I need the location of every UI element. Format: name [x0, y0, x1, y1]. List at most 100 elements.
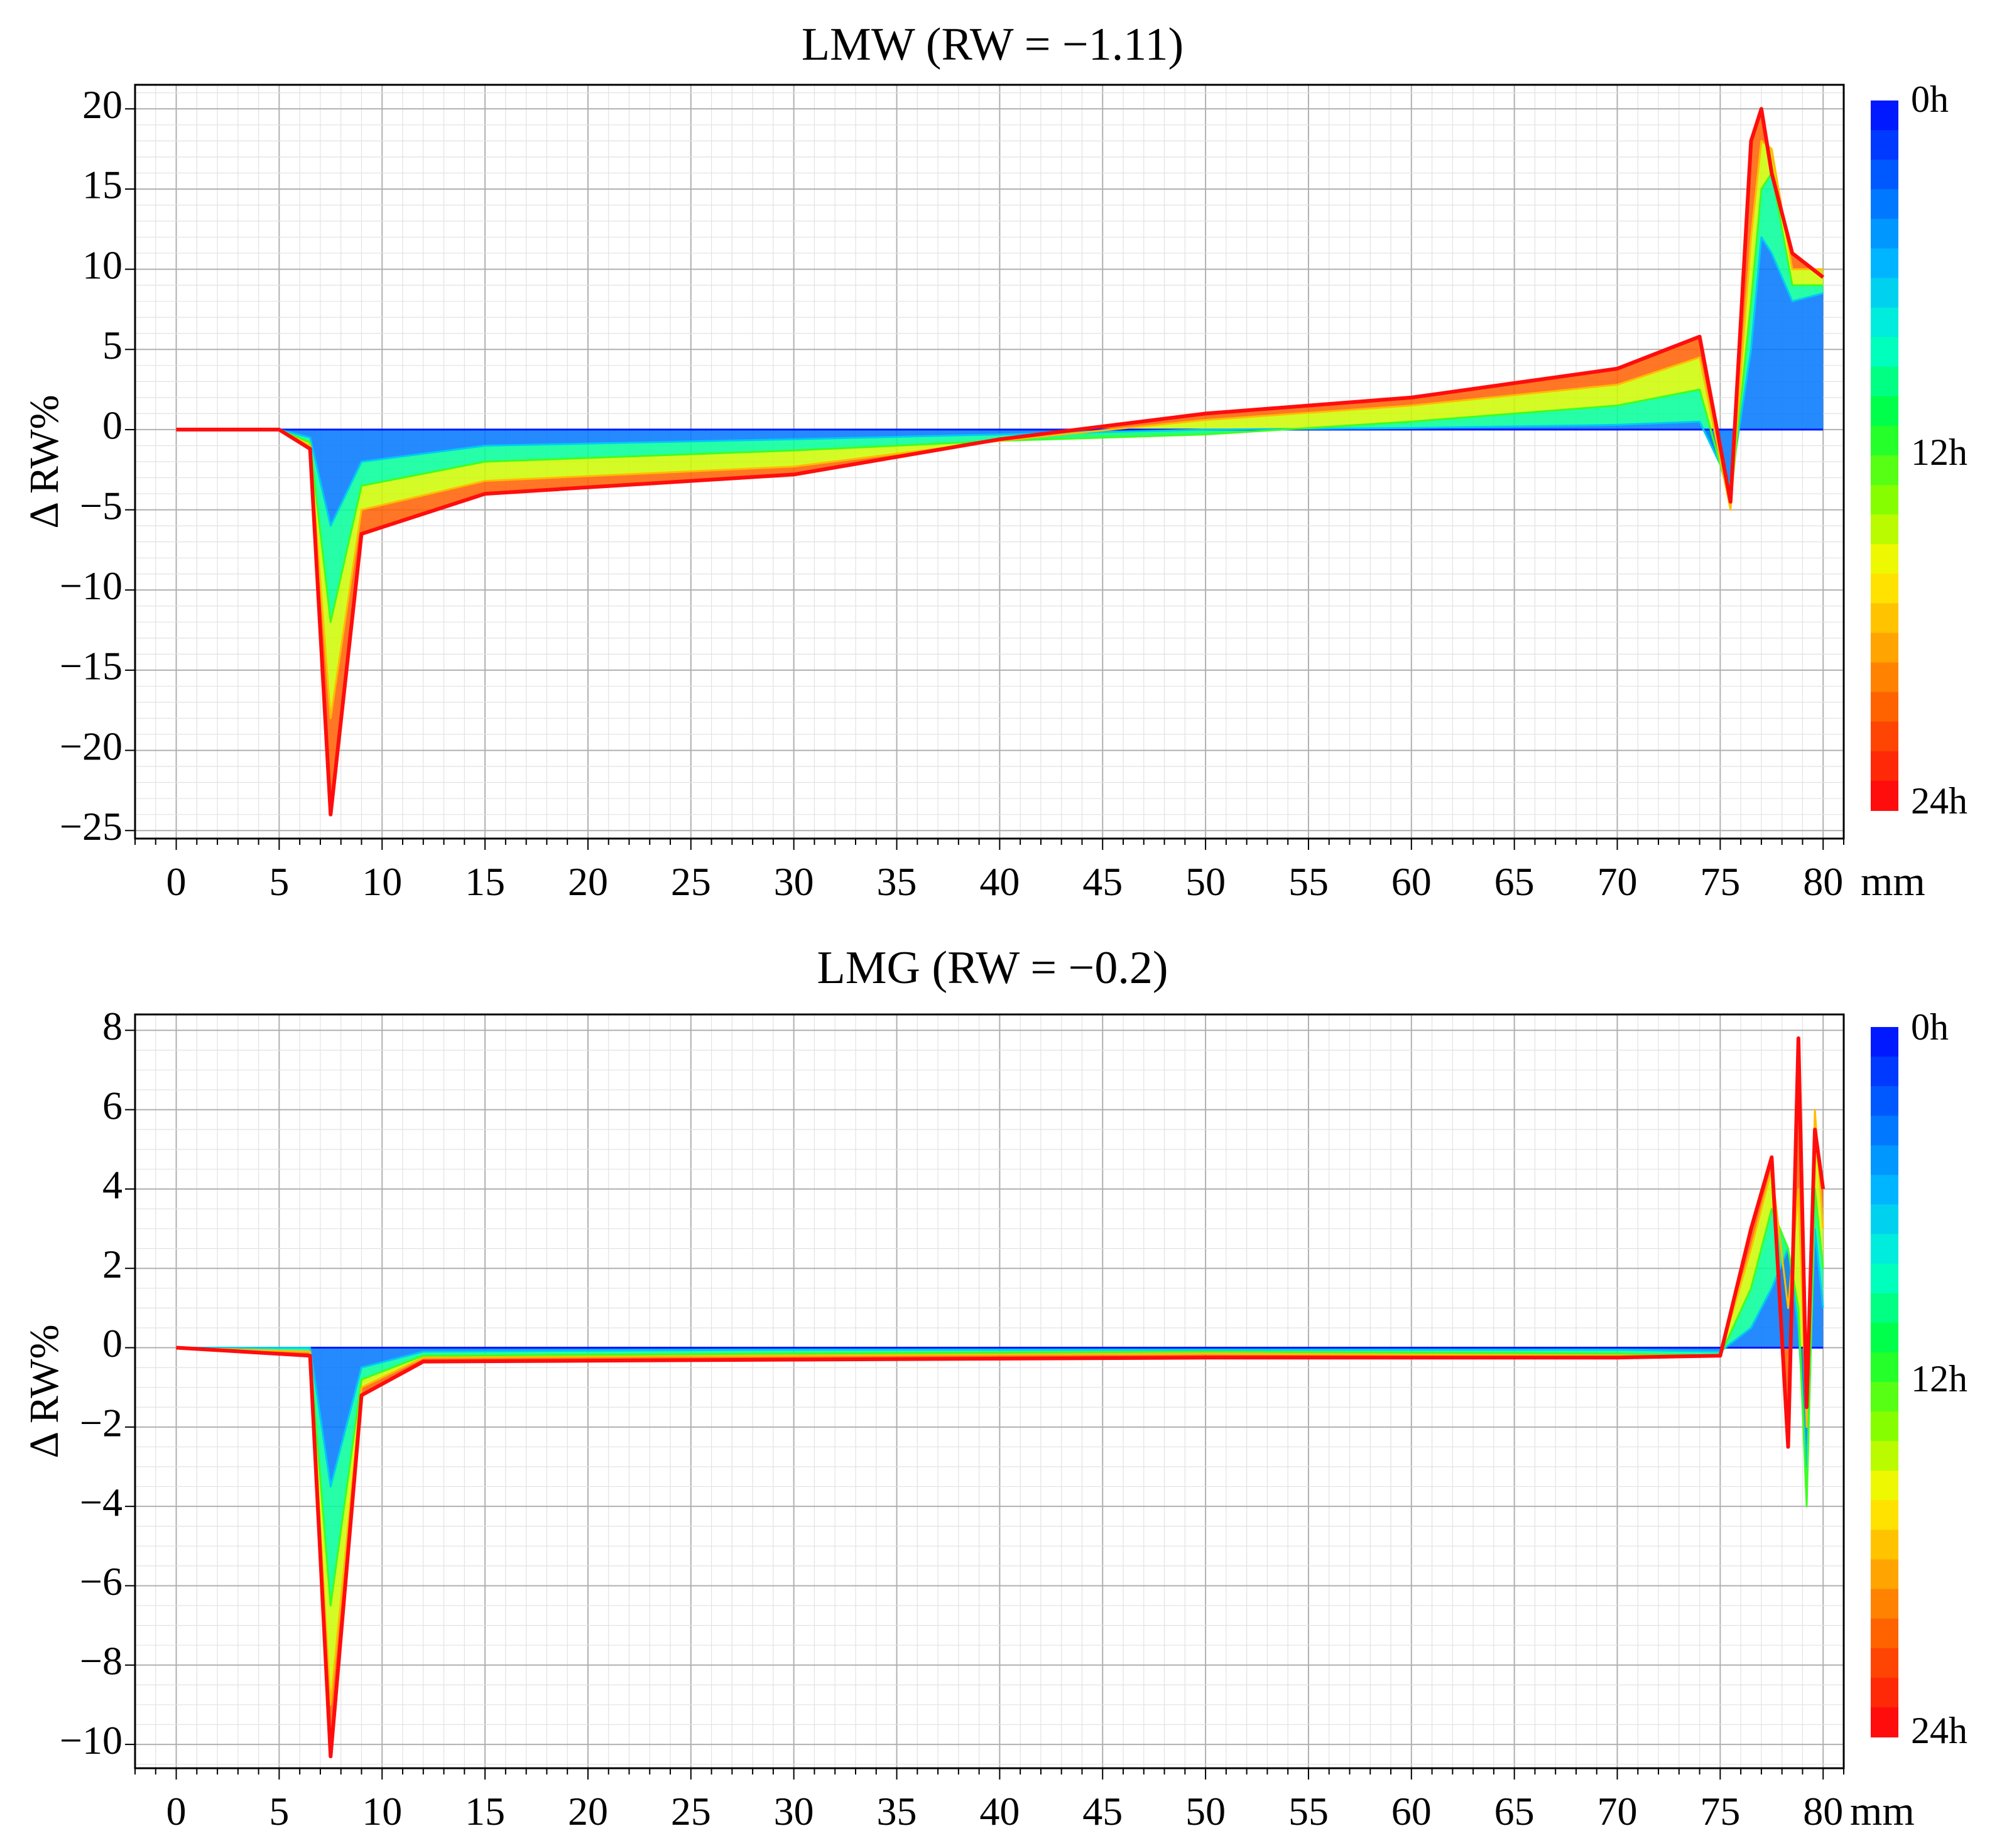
- x-tick-label: 25: [671, 1789, 711, 1834]
- grid: [134, 1014, 1844, 1768]
- colorbar-segment: [1871, 1441, 1898, 1472]
- y-axis: 8 6 4 2 0 −2 −4 −6 −8 −10: [60, 1004, 135, 1763]
- x-tick-label: 0: [166, 1789, 187, 1834]
- colorbar-segment: [1871, 692, 1898, 722]
- colorbar-segment: [1871, 307, 1898, 338]
- x-axis-unit: mm: [1850, 1788, 1915, 1834]
- x-tick-label: 60: [1391, 859, 1432, 904]
- colorbar-segment: [1871, 366, 1898, 397]
- chart-title: LMG (RW = −0.2): [817, 942, 1168, 994]
- y-tick-label: −15: [60, 644, 122, 688]
- y-tick-label: −2: [80, 1401, 122, 1445]
- colorbar-segment: [1871, 1352, 1898, 1383]
- colorbar-label-24h: 24h: [1911, 780, 1967, 822]
- colorbar-segment: [1871, 1116, 1898, 1146]
- colorbar-segment: [1871, 1322, 1898, 1353]
- x-tick-label: 70: [1597, 1789, 1638, 1834]
- colorbar-segment: [1871, 1234, 1898, 1264]
- colorbar-segment: [1871, 101, 1898, 131]
- colorbar-label-12h: 12h: [1911, 1358, 1967, 1400]
- colorbar-label-0h: 0h: [1911, 1006, 1949, 1048]
- x-tick-label: 10: [362, 1789, 402, 1834]
- x-axis: 0 5 10 15 20 25 30 35 40 45 50 55 60 65 70 75 80: [134, 839, 1844, 904]
- chart-lmg: LMG (RW = −0.2) 0 5 10 15 20 25 30 35 40 45 50 55 60…: [21, 942, 1967, 1834]
- colorbar-segment: [1871, 278, 1898, 308]
- colorbar-segment: [1871, 1263, 1898, 1294]
- x-tick-label: 55: [1288, 859, 1329, 904]
- x-tick-label: 50: [1185, 859, 1226, 904]
- x-tick-label: 0: [166, 859, 187, 904]
- colorbar-segment: [1871, 1145, 1898, 1176]
- y-tick-label: −6: [80, 1559, 122, 1604]
- colorbar-segment: [1871, 1382, 1898, 1413]
- colorbar-segment: [1871, 160, 1898, 190]
- series-line-12h: [176, 1188, 1824, 1607]
- colorbar-segment: [1871, 455, 1898, 486]
- colorbar: [1871, 101, 1898, 811]
- series-line-24h: [176, 107, 1825, 817]
- band-0h-6h: [176, 237, 1824, 526]
- colorbar-segment: [1871, 721, 1898, 752]
- y-tick-label: −25: [60, 804, 122, 849]
- y-axis: 20 15 10 5 0 −5 −10 −15 −20 −25: [60, 82, 135, 849]
- series-group: [176, 107, 1825, 817]
- colorbar-segment: [1871, 337, 1898, 367]
- y-tick-label: 2: [102, 1242, 122, 1286]
- colorbar-segment: [1871, 189, 1898, 220]
- y-axis-label: Δ RW%: [21, 1325, 67, 1459]
- chart-lmw: LMW (RW = −1.11) 0 5 10 15 20 25 30 35 40 45 50 55 6…: [21, 19, 1967, 905]
- plot-frame: [134, 84, 1845, 840]
- colorbar-segment: [1871, 544, 1898, 575]
- x-tick-label: 35: [877, 859, 917, 904]
- colorbar-segment: [1871, 425, 1898, 456]
- x-tick-label: 15: [465, 859, 505, 904]
- colorbar-segment: [1871, 633, 1898, 663]
- colorbar-segment: [1871, 485, 1898, 516]
- y-tick-label: −8: [80, 1638, 122, 1683]
- chart-title: LMW (RW = −1.11): [802, 19, 1184, 70]
- colorbar-segment: [1871, 396, 1898, 427]
- x-tick-label: 45: [1082, 1789, 1123, 1834]
- x-tick-label: 65: [1494, 859, 1535, 904]
- y-tick-label: 6: [102, 1083, 122, 1128]
- plot-frame: [134, 1013, 1845, 1769]
- x-tick-label: 30: [774, 1789, 814, 1834]
- y-tick-label: −5: [80, 483, 122, 528]
- colorbar-segment: [1871, 573, 1898, 604]
- x-tick-label: 5: [269, 859, 289, 904]
- colorbar-segment: [1871, 1204, 1898, 1235]
- colorbar-segment: [1871, 514, 1898, 545]
- colorbar-segment: [1871, 1589, 1898, 1619]
- colorbar-segment: [1871, 1411, 1898, 1442]
- y-axis-label: Δ RW%: [21, 395, 67, 529]
- x-tick-label: 80: [1803, 859, 1843, 904]
- x-tick-label: 40: [979, 859, 1020, 904]
- x-tick-label: 60: [1391, 1789, 1432, 1834]
- profile-band: [176, 109, 1824, 815]
- colorbar-segment: [1871, 1707, 1898, 1737]
- colorbar-segment: [1871, 1648, 1898, 1678]
- x-tick-label: 25: [671, 859, 711, 904]
- x-tick-label: 20: [568, 1789, 608, 1834]
- x-tick-label: 10: [362, 859, 402, 904]
- y-tick-label: −4: [80, 1480, 122, 1525]
- y-tick-label: 5: [102, 323, 122, 367]
- colorbar-segment: [1871, 1293, 1898, 1323]
- colorbar-segment: [1871, 219, 1898, 249]
- series-line-24h: [176, 1036, 1826, 1759]
- y-tick-label: −10: [60, 563, 122, 608]
- colorbar-segment: [1871, 1057, 1898, 1087]
- colorbar-segment: [1871, 751, 1898, 781]
- plot-area: [135, 1014, 1844, 1768]
- x-tick-label: 40: [979, 1789, 1020, 1834]
- y-tick-label: 8: [102, 1004, 122, 1048]
- y-tick-label: −10: [60, 1718, 122, 1763]
- x-axis: 0 5 10 15 20 25 30 35 40 45 50 55 60 65 70 75 80: [134, 1768, 1844, 1834]
- x-tick-label: 80: [1803, 1789, 1843, 1834]
- colorbar-segment: [1871, 603, 1898, 634]
- x-tick-label: 75: [1700, 1789, 1740, 1834]
- colorbar-segment: [1871, 1086, 1898, 1117]
- x-tick-label: 55: [1288, 1789, 1329, 1834]
- colorbar-label-0h: 0h: [1911, 79, 1949, 120]
